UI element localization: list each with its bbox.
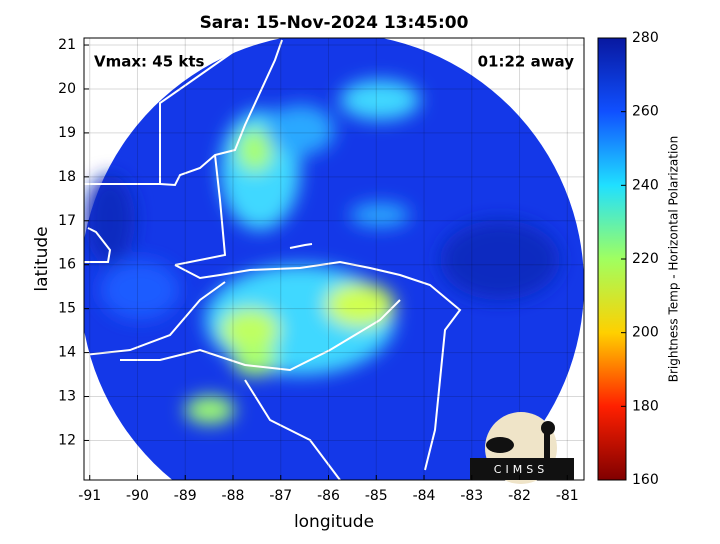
colorbar-tick-label: 280 — [632, 30, 659, 46]
y-tick-label: 20 — [58, 81, 76, 97]
colorbar-tick-label: 180 — [632, 398, 659, 414]
grid — [84, 38, 584, 480]
time-label: 01:22 away — [478, 53, 575, 71]
x-tick-label: -85 — [365, 488, 388, 504]
logo-text: CIMSS — [494, 463, 548, 476]
colorbar-label: Brightness Temp - Horizontal Polarizatio… — [667, 136, 681, 383]
swath — [84, 38, 584, 480]
x-tick-label: -81 — [556, 488, 579, 504]
y-tick-label: 21 — [58, 37, 76, 53]
coastlines — [84, 39, 561, 480]
logo: CIMSS — [470, 412, 574, 484]
x-axis-label: longitude — [294, 512, 374, 532]
plot-frame — [83, 37, 585, 481]
y-tick-label: 15 — [58, 301, 76, 317]
colorbar-tick-label: 220 — [632, 251, 659, 267]
x-tick-label: -84 — [413, 488, 436, 504]
y-tick-label: 14 — [58, 345, 76, 361]
x-tick-label: -90 — [126, 488, 149, 504]
image-layer — [84, 38, 584, 480]
x-tick-label: -87 — [269, 488, 292, 504]
y-tick-label: 16 — [58, 257, 76, 273]
y-tick-label: 17 — [58, 213, 76, 229]
chart-title: Sara: 15-Nov-2024 13:45:00 — [200, 13, 469, 33]
y-tick-label: 18 — [58, 169, 76, 185]
x-tick-label: -83 — [460, 488, 483, 504]
y-tick-label: 13 — [58, 389, 76, 405]
vmax-label: Vmax: 45 kts — [94, 53, 204, 71]
colorbar-tick-label: 260 — [632, 104, 659, 120]
x-tick-label: -89 — [174, 488, 197, 504]
colorbar-tick-label: 200 — [632, 325, 659, 341]
y-axis-label: latitude — [32, 226, 52, 291]
x-tick-label: -88 — [222, 488, 245, 504]
colorbar-tick-label: 240 — [632, 177, 659, 193]
y-tick-label: 12 — [58, 432, 76, 448]
x-tick-label: -82 — [508, 488, 531, 504]
x-tick-label: -91 — [78, 488, 101, 504]
x-tick-label: -86 — [317, 488, 340, 504]
convection — [85, 80, 560, 424]
y-tick-label: 19 — [58, 125, 76, 141]
colorbar-tick-label: 160 — [632, 472, 659, 488]
